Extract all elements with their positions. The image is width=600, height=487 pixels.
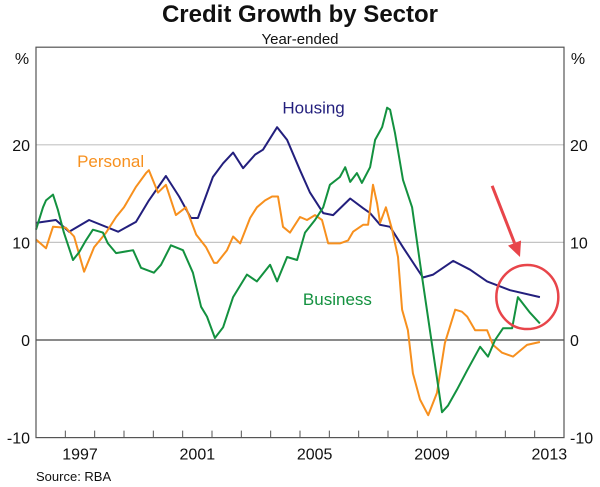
source-note: Source: RBA [36,469,111,484]
series-line-business [35,106,541,414]
series-line-personal [35,169,541,417]
chart-subtitle: Year-ended [261,31,338,48]
y-tick-label-left: 20 [12,138,30,155]
plot-frame [35,46,565,439]
series-line-housing [35,126,541,299]
x-axis: 1997 2001 2005 2009 2013 [62,430,568,464]
y-tick-label-left: 0 [21,333,30,350]
x-tick-label: 2009 [414,447,450,464]
y-axis-unit-left: % [15,51,29,68]
annotations [490,185,560,331]
arrow-head-icon [508,240,522,258]
chart-title: Credit Growth by Sector [162,1,438,28]
x-tick-label: 1997 [62,447,98,464]
highlight-circle [495,263,560,331]
y-tick-label-right: -10 [570,431,593,448]
y-tick-label-right: 10 [570,235,588,252]
series-lines [35,106,541,417]
y-tick-label-left: 10 [12,235,30,252]
x-tick-label: 2001 [180,447,216,464]
y-tick-labels: -10 -10 0 0 10 10 20 20 [7,138,593,448]
y-axis-unit-right: % [571,51,585,68]
y-tick-label-left: -10 [7,431,30,448]
series-label-housing: Housing [282,99,344,118]
y-tick-label-right: 20 [570,138,588,155]
gridlines [36,144,564,341]
series-label-personal: Personal [77,152,144,171]
arrow-shaft [490,185,516,244]
x-tick-label: 2013 [532,447,568,464]
series-labels: Housing Personal Business [77,99,372,309]
series-label-business: Business [303,290,372,309]
x-tick-label: 2005 [297,447,333,464]
y-tick-label-right: 0 [570,333,579,350]
